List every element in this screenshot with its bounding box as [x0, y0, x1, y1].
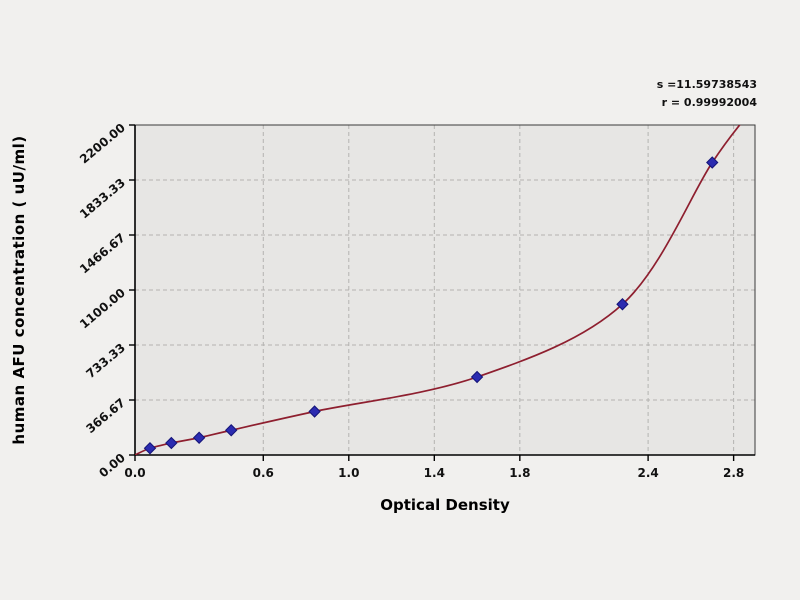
x-tick-label: 1.4	[424, 466, 445, 480]
x-tick-label: 2.8	[723, 466, 744, 480]
x-tick-label: 0.0	[124, 466, 145, 480]
annotation-correlation: r = 0.99992004	[662, 96, 758, 109]
data-series	[135, 125, 741, 455]
data-point	[470, 370, 484, 384]
x-tick-label: 2.4	[637, 466, 658, 480]
data-point	[143, 442, 157, 455]
annotation-slope: s =11.59738543	[657, 78, 757, 91]
x-tick-label: 0.6	[253, 466, 274, 480]
x-tick-label: 1.0	[338, 466, 359, 480]
x-tick-label: 1.8	[509, 466, 530, 480]
data-point	[308, 405, 321, 418]
data-point	[165, 436, 178, 450]
y-axis-label: human AFU concentration ( uU/ml)	[10, 135, 28, 444]
x-axis-label: Optical Density	[380, 496, 510, 514]
data-point	[224, 424, 238, 437]
data-point	[706, 156, 719, 169]
data-point	[616, 298, 629, 311]
data-point	[192, 431, 206, 444]
